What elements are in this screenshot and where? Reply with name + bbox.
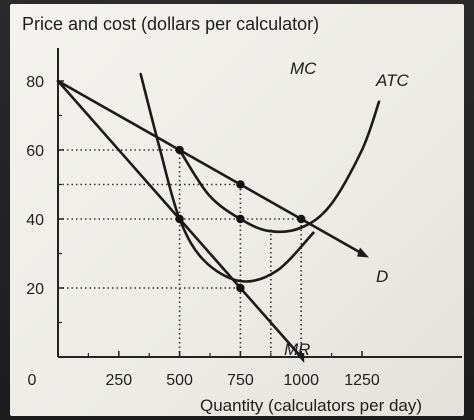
x-tick-label-750: 750: [227, 372, 254, 389]
point-3: [236, 214, 245, 224]
axes: [57, 48, 462, 358]
intersection-points: [175, 145, 306, 293]
curve-mr: [56, 79, 303, 359]
curve-label-atc: ATC: [375, 71, 409, 90]
y-tick-label-40: 40: [26, 212, 44, 229]
point-1: [236, 180, 245, 189]
paper-sheet: [10, 4, 464, 416]
x-tick-label-500: 500: [166, 372, 193, 389]
y-tick-label-80: 80: [26, 74, 44, 91]
reference-lines: [58, 149, 303, 357]
x-tick-label-250: 250: [105, 372, 132, 389]
demand-arrowhead: [357, 247, 369, 258]
x-axis-label: Quantity (calculators per day): [200, 396, 422, 415]
chart-title: Price and cost (dollars per calculator): [22, 14, 319, 34]
curve-d: [56, 79, 364, 255]
tick-marks: [58, 80, 363, 357]
curve-mc: [139, 72, 315, 283]
x-tick-label-1000: 1000: [283, 372, 319, 389]
y-tick-label-60: 60: [26, 143, 44, 160]
curve-label-d: D: [376, 267, 388, 286]
curve-labels: D MR MC ATC: [284, 59, 409, 359]
mr-arrowhead: [295, 353, 305, 363]
point-0: [175, 145, 184, 155]
curve-label-mr: MR: [284, 340, 310, 359]
x-tick-label-0: 0: [28, 372, 37, 389]
point-2: [175, 214, 184, 224]
curves: [56, 72, 381, 363]
curve-label-mc: MC: [290, 59, 317, 78]
curve-atc: [178, 100, 381, 234]
tick-labels: 0 250 500 750 1000 1250 20 40 60 80: [26, 74, 380, 389]
point-4: [297, 214, 306, 224]
y-tick-label-20: 20: [26, 281, 44, 298]
x-tick-label-1250: 1250: [344, 372, 380, 389]
point-5: [236, 283, 245, 293]
